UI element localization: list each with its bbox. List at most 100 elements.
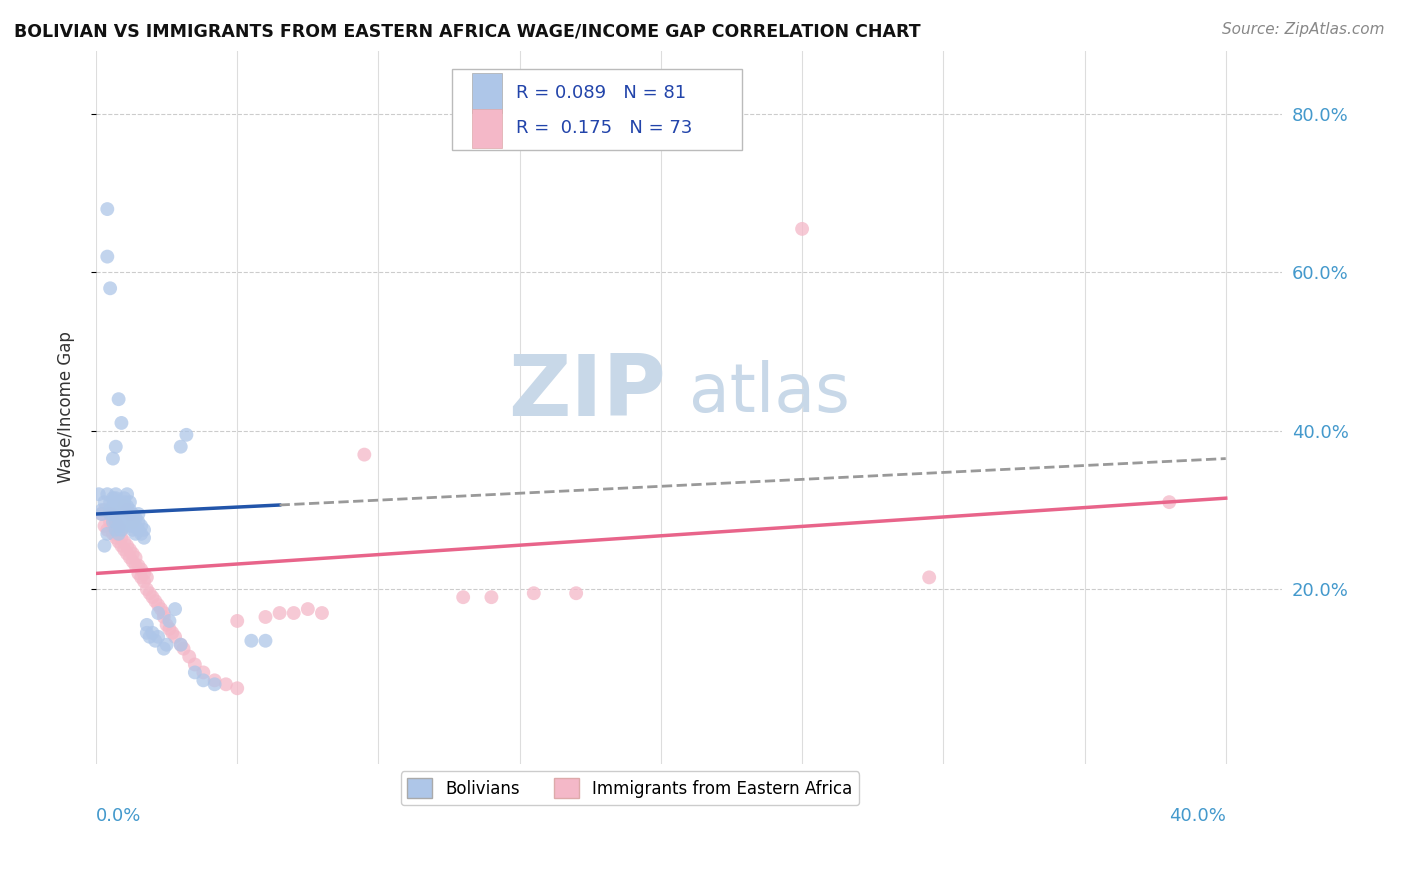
Point	[107, 511, 129, 525]
Point	[162, 625, 184, 640]
Point	[104, 515, 127, 529]
Point	[146, 598, 169, 612]
Point	[152, 610, 174, 624]
Point	[98, 515, 121, 529]
Point	[215, 677, 238, 691]
Point	[451, 590, 474, 604]
Text: BOLIVIAN VS IMMIGRANTS FROM EASTERN AFRICA WAGE/INCOME GAP CORRELATION CHART: BOLIVIAN VS IMMIGRANTS FROM EASTERN AFRI…	[14, 22, 921, 40]
Point	[152, 641, 174, 656]
Point	[184, 665, 207, 680]
Point	[90, 507, 112, 521]
Point	[193, 673, 215, 688]
Bar	[472, 109, 502, 148]
Point	[110, 531, 132, 545]
Point	[112, 503, 135, 517]
Point	[110, 539, 132, 553]
Point	[1159, 495, 1181, 509]
Point	[118, 507, 141, 521]
Point	[118, 495, 141, 509]
Point	[112, 511, 135, 525]
Point	[204, 677, 226, 691]
Point	[115, 547, 138, 561]
Legend: Bolivians, Immigrants from Eastern Africa: Bolivians, Immigrants from Eastern Afric…	[401, 772, 859, 805]
Point	[107, 526, 129, 541]
Point	[104, 499, 127, 513]
Point	[115, 499, 138, 513]
Point	[90, 503, 112, 517]
Point	[129, 570, 152, 584]
Point	[127, 515, 149, 529]
Point	[118, 550, 141, 565]
Point	[179, 649, 201, 664]
Y-axis label: Wage/Income Gap: Wage/Income Gap	[58, 331, 75, 483]
Point	[127, 523, 149, 537]
Point	[132, 523, 155, 537]
Point	[98, 495, 121, 509]
Point	[523, 586, 546, 600]
Point	[87, 487, 110, 501]
Point	[101, 507, 124, 521]
Point	[112, 499, 135, 513]
Point	[127, 566, 149, 581]
Point	[96, 526, 118, 541]
Point	[565, 586, 588, 600]
Point	[170, 440, 193, 454]
Point	[124, 550, 146, 565]
Point	[112, 491, 135, 505]
Point	[159, 614, 181, 628]
Point	[132, 574, 155, 589]
Point	[101, 507, 124, 521]
Point	[254, 633, 277, 648]
Point	[124, 511, 146, 525]
Point	[138, 586, 160, 600]
Point	[93, 539, 115, 553]
Point	[121, 523, 143, 537]
Point	[96, 202, 118, 216]
Point	[98, 507, 121, 521]
Text: Source: ZipAtlas.com: Source: ZipAtlas.com	[1222, 22, 1385, 37]
Point	[159, 622, 181, 636]
Point	[98, 281, 121, 295]
Point	[101, 526, 124, 541]
Point	[121, 515, 143, 529]
Point	[170, 638, 193, 652]
Text: R = 0.089   N = 81: R = 0.089 N = 81	[516, 84, 686, 102]
Point	[104, 531, 127, 545]
Point	[143, 594, 166, 608]
Point	[93, 519, 115, 533]
Point	[98, 507, 121, 521]
Point	[115, 515, 138, 529]
Point	[138, 630, 160, 644]
Point	[127, 558, 149, 573]
Point	[141, 625, 163, 640]
Point	[101, 451, 124, 466]
Point	[790, 222, 813, 236]
Point	[104, 440, 127, 454]
Point	[143, 633, 166, 648]
Point	[481, 590, 503, 604]
Point	[129, 519, 152, 533]
Point	[129, 562, 152, 576]
Point	[104, 523, 127, 537]
Point	[107, 526, 129, 541]
Point	[115, 503, 138, 517]
Point	[107, 503, 129, 517]
Point	[135, 625, 157, 640]
Point	[193, 665, 215, 680]
Point	[104, 507, 127, 521]
Point	[107, 495, 129, 509]
Point	[96, 523, 118, 537]
Point	[156, 618, 179, 632]
Point	[135, 570, 157, 584]
Point	[101, 499, 124, 513]
Point	[121, 555, 143, 569]
Point	[93, 495, 115, 509]
Point	[104, 491, 127, 505]
Point	[170, 638, 193, 652]
Point	[146, 630, 169, 644]
Point	[135, 618, 157, 632]
Point	[165, 630, 187, 644]
Point	[115, 539, 138, 553]
Point	[104, 487, 127, 501]
Point	[297, 602, 319, 616]
